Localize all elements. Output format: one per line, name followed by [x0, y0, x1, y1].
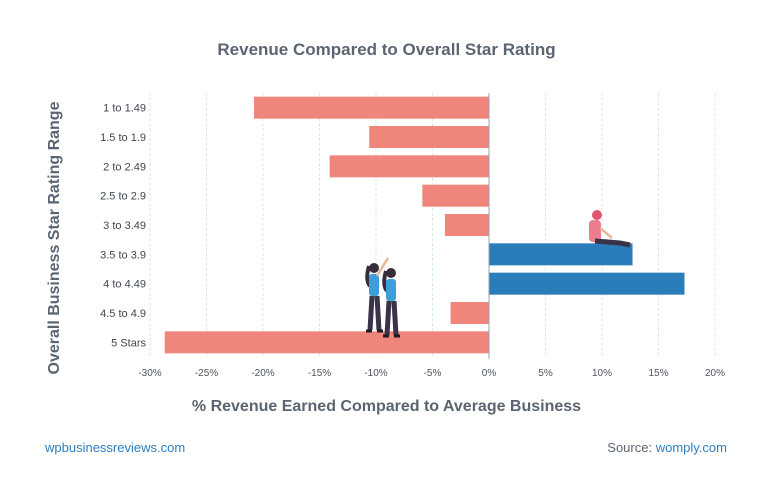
arm-illustration [375, 257, 390, 277]
x-tick-label: -20% [251, 368, 274, 379]
site-link[interactable]: wpbusinessreviews.com [45, 440, 186, 455]
y-tick-label: 2.5 to 2.9 [100, 191, 146, 203]
y-tick-label: 4.5 to 4.9 [100, 308, 146, 320]
x-tick-label: 20% [705, 368, 725, 379]
x-tick-label: 15% [648, 368, 668, 379]
x-tick-label: -30% [138, 368, 161, 379]
source-credit: Source: womply.com [607, 440, 727, 455]
x-tick-label: 0% [482, 368, 497, 379]
x-tick-label: -25% [195, 368, 218, 379]
x-tick-label: -10% [364, 368, 387, 379]
bar [369, 126, 489, 148]
bar [489, 243, 633, 266]
x-tick-label: -15% [308, 368, 331, 379]
x-tick-label: -5% [424, 368, 442, 379]
y-tick-label: 3.5 to 3.9 [100, 249, 146, 261]
x-tick-label: 10% [592, 368, 612, 379]
bar [329, 155, 489, 178]
y-tick-label: 4 to 4.49 [103, 279, 146, 291]
x-axis-label: % Revenue Earned Compared to Average Bus… [191, 398, 582, 415]
y-tick-label: 1 to 1.49 [103, 103, 146, 115]
y-tick-label: 2 to 2.49 [103, 161, 146, 173]
person-illustration [365, 263, 383, 333]
source-link[interactable]: womply.com [655, 440, 727, 455]
source-label: Source: [607, 440, 653, 455]
bar [253, 96, 489, 119]
bar [489, 272, 685, 295]
x-tick-label: 5% [538, 368, 553, 379]
bar [422, 184, 489, 207]
y-tick-label: 3 to 3.49 [103, 220, 146, 232]
bar [164, 331, 489, 354]
y-tick-label: 1.5 to 1.9 [100, 132, 146, 144]
person-illustration [382, 268, 400, 338]
y-tick-label: 5 Stars [111, 337, 146, 349]
sitting-person-illustration [589, 210, 631, 248]
chart-title: Revenue Compared to Overall Star Rating [217, 40, 556, 59]
bar [444, 214, 489, 236]
bar [450, 302, 489, 324]
